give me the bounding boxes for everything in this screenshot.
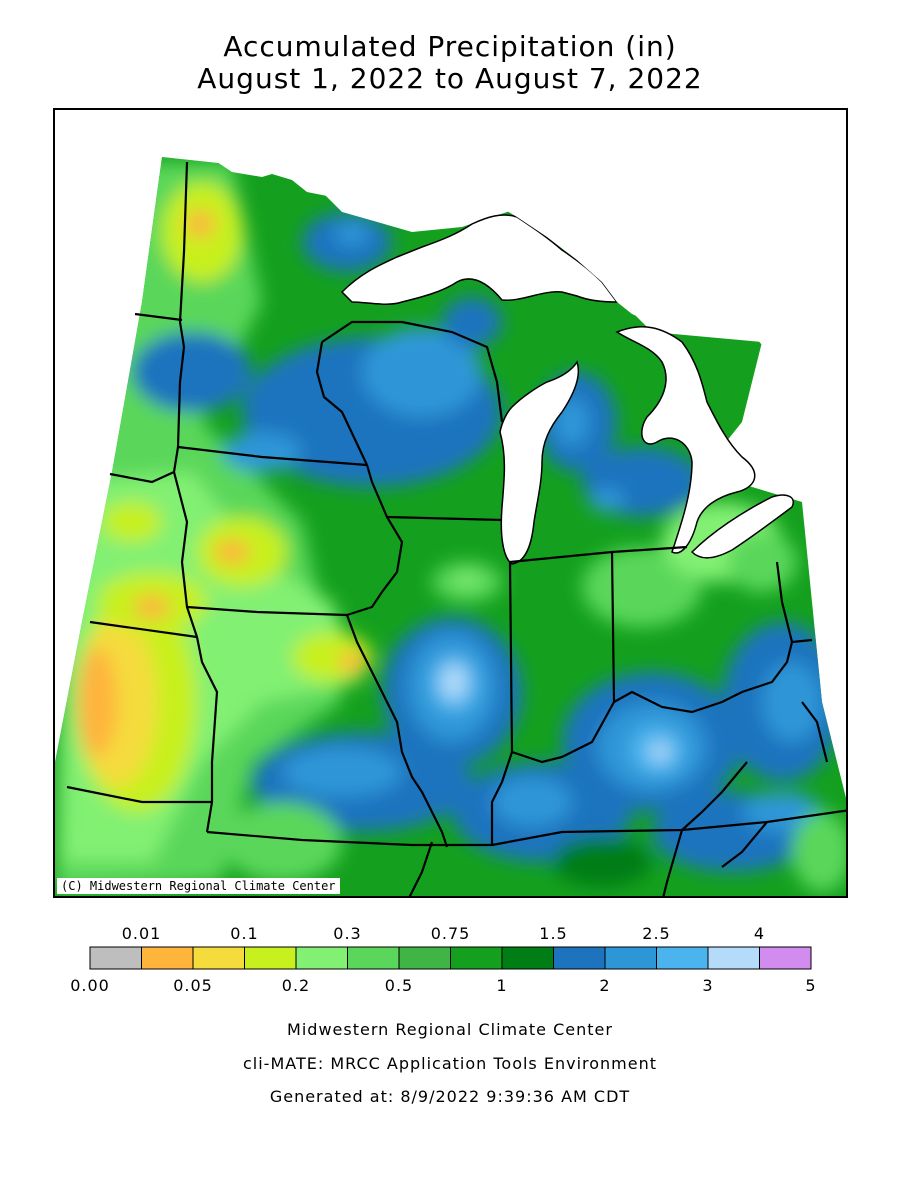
state-boundaries <box>66 161 846 896</box>
legend-swatch <box>141 946 194 970</box>
great-lakes <box>217 110 846 565</box>
legend-swatch <box>656 946 709 970</box>
footer-generated-time: Generated at: 8/9/2022 9:39:36 AM CDT <box>269 1087 631 1106</box>
legend-tick-label: 0.5 <box>384 976 414 995</box>
legend-tick-label: 0.2 <box>281 976 311 995</box>
legend-swatch <box>398 946 451 970</box>
legend-tick-label: 0.00 <box>70 976 110 995</box>
legend-swatch <box>244 946 297 970</box>
legend-swatch <box>89 946 142 970</box>
legend-swatch <box>295 946 348 970</box>
legend-tick-label: 2 <box>599 976 611 995</box>
legend-swatch <box>347 946 400 970</box>
precipitation-map: (C) Midwestern Regional Climate Center <box>53 108 848 898</box>
legend-tick-label: 5 <box>805 976 817 995</box>
legend-tick-label: 0.75 <box>430 924 471 943</box>
map-title: Accumulated Precipitation (in) <box>223 30 677 63</box>
legend-tick-label: 1 <box>496 976 508 995</box>
legend-swatch <box>450 946 503 970</box>
footer-organization: Midwestern Regional Climate Center <box>287 1020 613 1039</box>
legend-tick-label: 3 <box>702 976 714 995</box>
copyright-label: (C) Midwestern Regional Climate Center <box>57 878 340 894</box>
legend-swatch <box>192 946 245 970</box>
legend-tick-label: 0.3 <box>333 924 362 943</box>
legend-tick-label: 2.5 <box>642 924 671 943</box>
footer-tool-name: cli-MATE: MRCC Application Tools Environ… <box>242 1054 658 1073</box>
legend-tick-label: 0.1 <box>230 924 259 943</box>
map-date-range: August 1, 2022 to August 7, 2022 <box>197 62 703 95</box>
legend-swatch <box>707 946 760 970</box>
legend-tick-label: 0.01 <box>121 924 162 943</box>
legend-swatch <box>553 946 606 970</box>
legend-tick-label: 0.05 <box>173 976 213 995</box>
legend-swatch <box>501 946 554 970</box>
legend-swatch <box>759 946 812 970</box>
map-canvas <box>55 110 846 896</box>
legend-swatch <box>604 946 657 970</box>
legend-tick-label: 4 <box>753 924 766 943</box>
legend-tick-label: 1.5 <box>539 924 568 943</box>
